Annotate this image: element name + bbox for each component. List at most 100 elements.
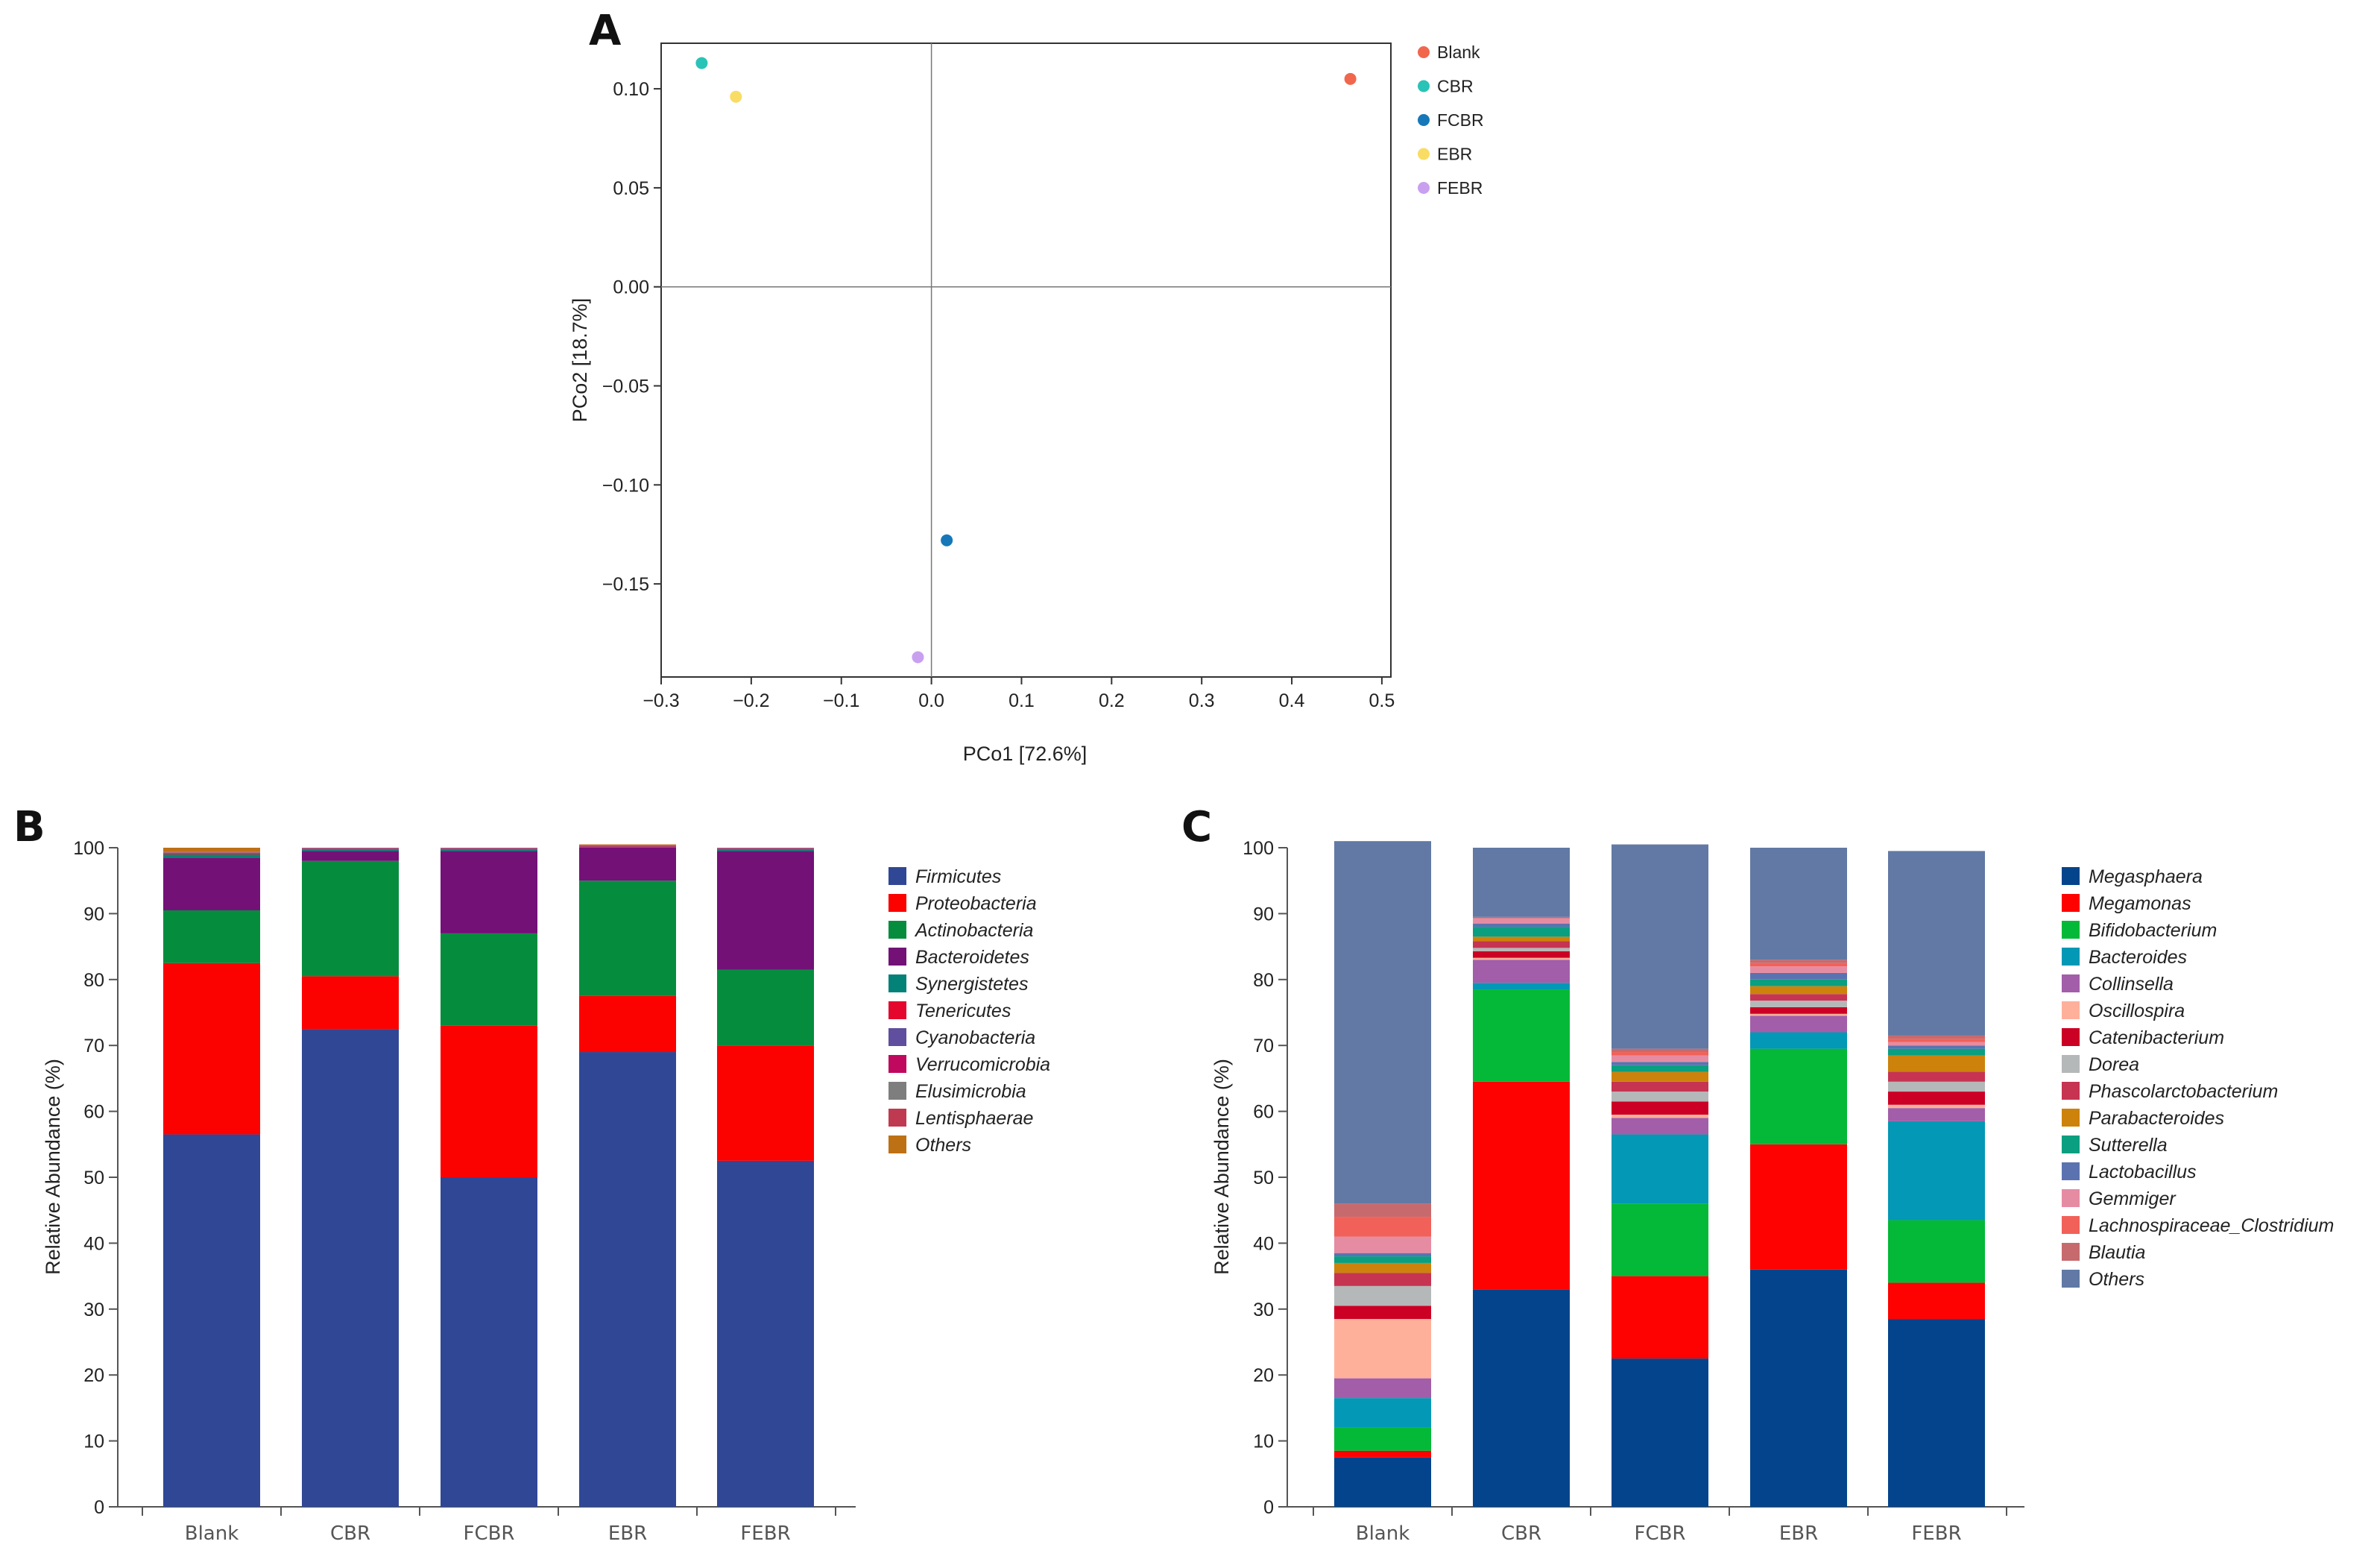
y-tick-label: 0 — [1263, 1497, 1274, 1518]
x-tick-label: EBR — [608, 1522, 647, 1545]
bar-fcbr-megasphaera — [1612, 1358, 1708, 1507]
bar-blank-lentisphaerae — [163, 851, 260, 853]
y-tick-label: 0.05 — [613, 178, 649, 199]
legend-label-others: Others — [915, 1135, 971, 1156]
bar-blank-oscillospira — [1334, 1319, 1431, 1379]
y-tick-label: 30 — [1253, 1300, 1274, 1320]
legend-swatch-gemmiger — [2062, 1189, 2080, 1207]
legend-marker-cbr — [1418, 80, 1430, 92]
bar-fcbr-proteobacteria — [441, 1025, 537, 1177]
legend-swatch-tenericutes — [888, 1001, 906, 1019]
bar-blank-lachnospiraceae-clostridium — [1334, 1217, 1431, 1237]
legend-label-elusimicrobia: Elusimicrobia — [915, 1081, 1026, 1102]
bar-febr-megasphaera — [1888, 1319, 1985, 1507]
bar-febr-bifidobacterium — [1888, 1220, 1985, 1283]
x-tick-label: 0.3 — [1189, 690, 1215, 711]
bar-blank-dorea — [1334, 1285, 1431, 1306]
bar-ebr-lactobacillus — [1750, 972, 1847, 980]
bar-blank-phascolarctobacterium — [1334, 1273, 1431, 1286]
bar-cbr-bacteroidetes — [302, 851, 399, 861]
x-tick-label: FCBR — [1634, 1522, 1685, 1545]
legend-swatch-lachnospiraceae-clostridium — [2062, 1216, 2080, 1234]
y-axis-title: Relative Abundance (%) — [1210, 1059, 1233, 1275]
bar-blank-cyanobacteria — [163, 853, 260, 854]
bar-cbr-synergistetes — [302, 849, 399, 851]
bar-ebr-firmicutes — [579, 1052, 676, 1507]
bar-ebr-others — [1750, 848, 1847, 960]
y-tick-label: 80 — [1253, 970, 1274, 991]
bar-febr-collinsella — [1888, 1108, 1985, 1121]
legend-label-ebr: EBR — [1437, 145, 1472, 164]
y-tick-label: 100 — [1243, 838, 1274, 859]
legend-marker-ebr — [1418, 148, 1430, 160]
legend-label-megasphaera: Megasphaera — [2089, 866, 2203, 887]
legend-label-lactobacillus: Lactobacillus — [2089, 1162, 2197, 1182]
y-tick-label: 90 — [1253, 904, 1274, 925]
bar-fcbr-bifidobacterium — [1612, 1203, 1708, 1276]
bar-blank-others — [1334, 841, 1431, 1204]
x-tick-label: 0.5 — [1369, 690, 1395, 711]
bar-febr-blautia — [1888, 1035, 1985, 1039]
bar-ebr-elusimicrobia — [579, 845, 676, 846]
legend-label-synergistetes: Synergistetes — [915, 974, 1028, 995]
bar-cbr-collinsella — [1473, 960, 1570, 983]
y-tick-label: 0.00 — [613, 277, 649, 298]
bar-fcbr-blautia — [1612, 1048, 1708, 1053]
y-tick-label: 10 — [1253, 1432, 1274, 1452]
legend-label-others: Others — [2089, 1269, 2144, 1290]
y-tick-label: 0 — [94, 1497, 104, 1518]
bar-febr-lactobacillus — [1888, 1045, 1985, 1049]
bar-blank-firmicutes — [163, 1134, 260, 1507]
x-tick-label: EBR — [1779, 1522, 1818, 1545]
bar-ebr-sutterella — [1750, 979, 1847, 986]
bar-blank-proteobacteria — [163, 963, 260, 1135]
legend-swatch-verrucomicrobia — [888, 1055, 906, 1073]
bar-febr-lachnospiraceae-clostridium — [1888, 1039, 1985, 1042]
legend-marker-fcbr — [1418, 114, 1430, 126]
bar-cbr-megasphaera — [1473, 1289, 1570, 1507]
bar-fcbr-collinsella — [1612, 1118, 1708, 1135]
y-tick-label: 80 — [83, 970, 104, 991]
legend-swatch-blautia — [2062, 1243, 2080, 1261]
bar-blank-blautia — [1334, 1203, 1431, 1218]
legend-label-bacteroidetes: Bacteroidetes — [915, 947, 1029, 968]
bar-febr-bacteroidetes — [717, 851, 814, 970]
phylum-stacked-bar-chart: 0 10 20 30 40 50 60 70 80 90 100 Blank CBR FCBR EBR FEB… — [42, 838, 1050, 1545]
pcoa-scatter-plot: −0.3 −0.2 −0.1 0.0 0.1 0.2 0.3 0.4 0.5 0.100.050… — [569, 42, 1484, 765]
legend-label-fcbr: FCBR — [1437, 110, 1484, 130]
bar-blank-others — [163, 848, 260, 852]
x-tick-label: −0.2 — [733, 690, 769, 711]
bar-blank-bifidobacterium — [1334, 1427, 1431, 1451]
panel-label-a: A — [589, 7, 622, 55]
bar-fcbr-parabacteroides — [1612, 1071, 1708, 1082]
y-tick-label: 0.10 — [613, 79, 649, 100]
bar-blank-megamonas — [1334, 1450, 1431, 1458]
bar-blank-collinsella — [1334, 1378, 1431, 1399]
legend-swatch-catenibacterium — [2062, 1028, 2080, 1046]
legend-swatch-dorea — [2062, 1055, 2080, 1073]
legend-label-bifidobacterium: Bifidobacterium — [2089, 920, 2217, 941]
bar-blank-bacteroidetes — [163, 857, 260, 910]
bar-blank-parabacteroides — [1334, 1262, 1431, 1273]
genus-stacked-bar-chart: 0 10 20 30 40 50 60 70 80 90 100 Blank CBR FCBR EBR FEB… — [1210, 838, 2334, 1545]
bar-blank-catenibacterium — [1334, 1306, 1431, 1320]
bar-ebr-phascolarctobacterium — [1750, 994, 1847, 1001]
y-tick-label: 50 — [83, 1168, 104, 1188]
bar-blank-verrucomicrobia — [163, 852, 260, 854]
bar-cbr-oscillospira — [1473, 957, 1570, 960]
legend-swatch-firmicutes — [888, 867, 906, 885]
legend-label-dorea: Dorea — [2089, 1054, 2139, 1075]
legend-marker-blank — [1418, 46, 1430, 58]
y-axis-title: Relative Abundance (%) — [42, 1059, 64, 1275]
plot-frame — [660, 42, 1392, 678]
bar-cbr-bacteroides — [1473, 983, 1570, 990]
y-tick-label: 40 — [83, 1233, 104, 1254]
bar-fcbr-others — [1612, 844, 1708, 1049]
bar-febr-firmicutes — [717, 1160, 814, 1507]
bar-febr-others — [1888, 851, 1985, 1036]
x-tick-label: CBR — [1501, 1522, 1541, 1545]
bar-febr-oscillospira — [1888, 1104, 1985, 1109]
legend-swatch-oscillospira — [2062, 1001, 2080, 1019]
bar-cbr-bifidobacterium — [1473, 989, 1570, 1082]
